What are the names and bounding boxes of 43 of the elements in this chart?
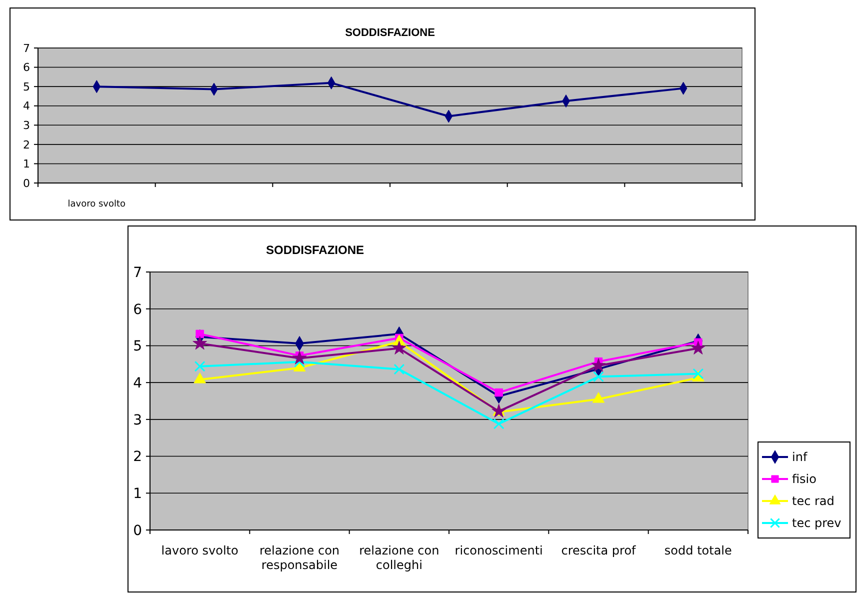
y-tick-label: 2 xyxy=(23,138,30,152)
point xyxy=(493,418,504,430)
x-tick-label: lavoro svolto xyxy=(68,199,126,210)
y-tick-label: 6 xyxy=(23,61,30,74)
y-tick-label: 7 xyxy=(133,264,142,281)
point xyxy=(394,364,405,375)
chart-title: SODDISFAZIONE xyxy=(266,243,364,257)
y-tick-label: 5 xyxy=(23,80,30,94)
chart-title: SODDISFAZIONE xyxy=(345,27,435,39)
point xyxy=(593,371,604,382)
point xyxy=(592,392,605,403)
x-tick-label: relazione con responsabile xyxy=(259,543,340,572)
y-tick-label: 3 xyxy=(23,118,30,132)
y-tick-label: 2 xyxy=(133,449,142,466)
y-tick-label: 4 xyxy=(23,100,30,113)
legend-label: tec prev xyxy=(792,516,842,530)
point xyxy=(292,350,307,364)
point xyxy=(692,368,704,380)
point xyxy=(196,330,204,338)
x-tick-label: lavoro svolto xyxy=(161,543,238,558)
y-tick-label: 0 xyxy=(133,522,142,539)
y-tick-label: 0 xyxy=(23,176,30,190)
y-tick-label: 1 xyxy=(23,158,30,171)
y-tick-label: 1 xyxy=(133,486,142,502)
x-tick-label: riconoscimenti xyxy=(454,543,543,558)
x-tick-label: sodd totale xyxy=(664,543,732,558)
point xyxy=(591,358,606,372)
x-tick-label: crescita prof xyxy=(561,543,637,558)
legend-label: inf xyxy=(792,450,808,464)
point xyxy=(194,372,206,384)
point xyxy=(690,340,706,354)
x-tick-label: relazione con colleghi xyxy=(359,543,440,572)
point xyxy=(194,360,206,372)
y-tick-label: 4 xyxy=(133,375,142,392)
point xyxy=(192,336,208,350)
y-tick-label: 3 xyxy=(133,412,142,428)
y-tick-label: 7 xyxy=(23,42,30,55)
point xyxy=(392,340,406,354)
y-tick-label: 5 xyxy=(133,338,142,355)
legend-label: tec rad xyxy=(792,494,834,508)
y-tick-label: 6 xyxy=(133,302,142,318)
legend-label: fisio xyxy=(792,472,816,486)
point xyxy=(494,388,503,397)
